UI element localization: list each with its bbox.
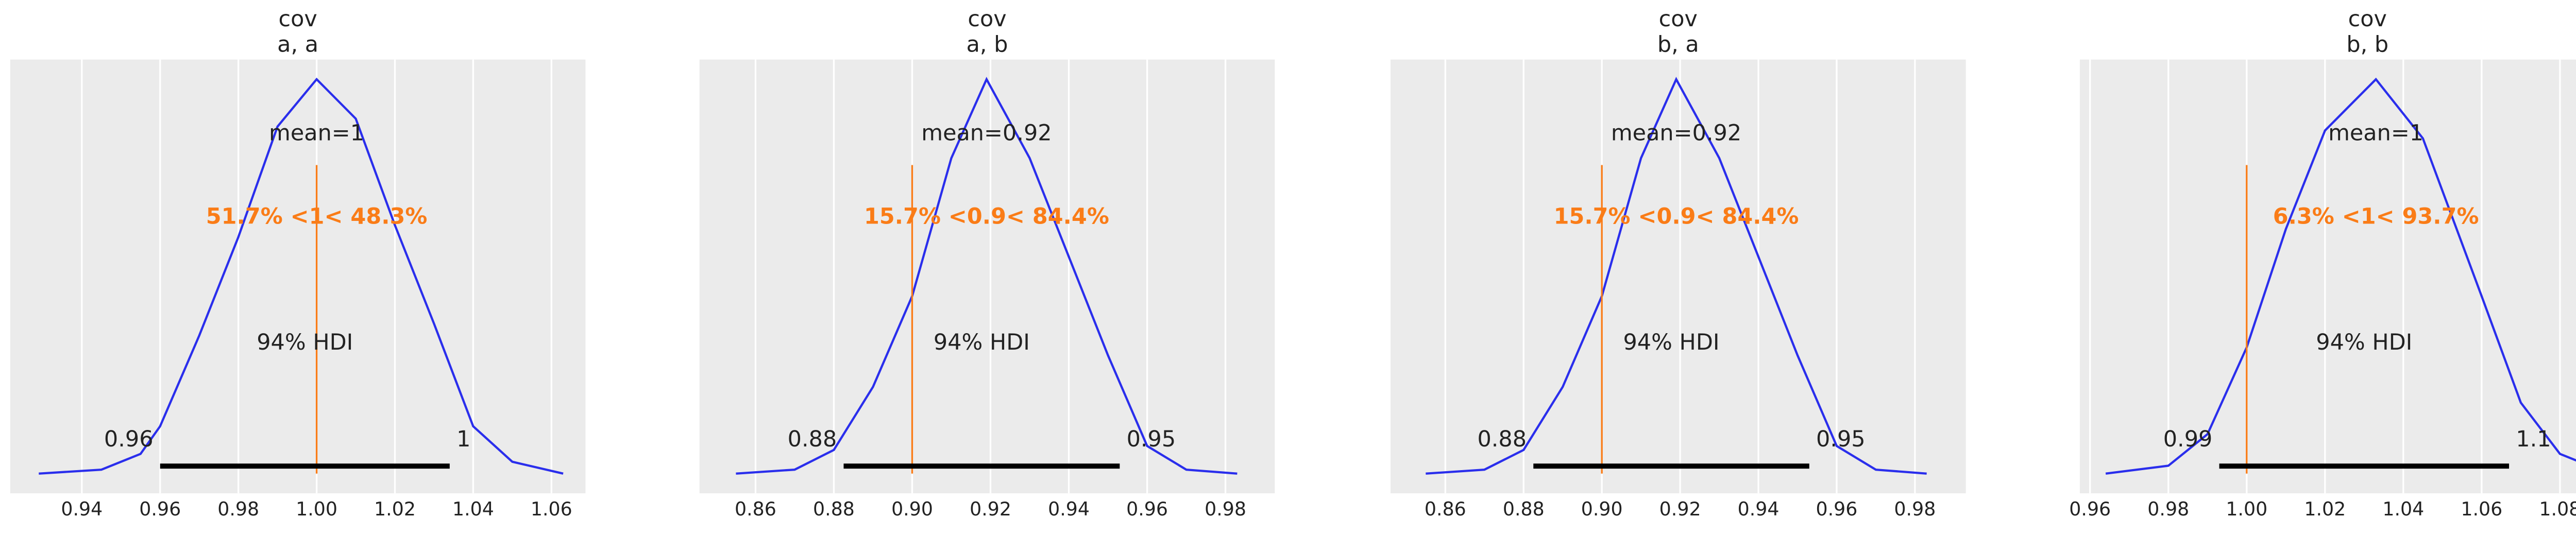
density-line (736, 77, 1238, 475)
x-tick-label: 0.96 (139, 498, 181, 520)
x-tick-label: 0.86 (735, 498, 776, 520)
x-tick-label: 0.90 (891, 498, 933, 520)
chart-title: cov (278, 6, 317, 32)
x-tick-label: 0.96 (2069, 498, 2111, 520)
density-line (1426, 77, 1927, 475)
x-tick-label: 0.88 (813, 498, 855, 520)
hdi-label: 94% HDI (934, 330, 1030, 355)
reference-label: 15.7% <0.9< 84.4% (864, 203, 1109, 229)
hdi-upper-label: 1 (456, 426, 470, 452)
hdi-lower-label: 0.96 (104, 426, 154, 452)
x-tick-label: 0.98 (2147, 498, 2189, 520)
x-tick-label: 0.94 (61, 498, 103, 520)
plot-area (1391, 59, 1966, 494)
reference-label: 6.3% <1< 93.7% (2273, 203, 2479, 229)
reference-label: 51.7% <1< 48.3% (206, 203, 428, 229)
x-tick-label: 0.90 (1581, 498, 1623, 520)
chart-subtitle: a, a (277, 32, 318, 58)
x-tick-label: 0.88 (1503, 498, 1545, 520)
x-tick-label: 1.04 (2382, 498, 2424, 520)
chart-subtitle: b, a (1657, 32, 1699, 58)
chart-subtitle: a, b (967, 32, 1008, 58)
x-tick-label: 0.98 (1205, 498, 1246, 520)
density-line (2105, 77, 2576, 475)
x-tick-label: 1.06 (531, 498, 572, 520)
chart-title: cov (2348, 6, 2387, 32)
hdi-label: 94% HDI (1623, 330, 1719, 355)
hdi-label: 94% HDI (257, 330, 353, 355)
hdi-lower-label: 0.99 (2163, 426, 2213, 452)
x-tick-label: 1.08 (2539, 498, 2576, 520)
x-tick-label: 0.92 (1659, 498, 1701, 520)
mean-label: mean=0.92 (921, 120, 1052, 146)
hdi-upper-label: 0.95 (1127, 426, 1176, 452)
x-tick-label: 0.94 (1738, 498, 1780, 520)
hdi-upper-label: 1.1 (2516, 426, 2551, 452)
hdi-upper-label: 0.95 (1816, 426, 1866, 452)
hdi-lower-label: 0.88 (788, 426, 837, 452)
x-tick-label: 0.96 (1816, 498, 1858, 520)
mean-label: mean=1 (269, 120, 364, 146)
chart-title: cov (1659, 6, 1698, 32)
x-tick-label: 0.98 (1894, 498, 1936, 520)
x-tick-label: 1.02 (2304, 498, 2346, 520)
x-tick-label: 0.92 (970, 498, 1011, 520)
x-tick-label: 0.86 (1425, 498, 1466, 520)
plot-area (699, 59, 1275, 494)
density-line (39, 77, 564, 475)
x-tick-label: 0.96 (1126, 498, 1168, 520)
hdi-lower-label: 0.88 (1477, 426, 1527, 452)
chart-title: cov (968, 6, 1006, 32)
mean-label: mean=1 (2328, 120, 2424, 146)
reference-label: 15.7% <0.9< 84.4% (1554, 203, 1799, 229)
x-tick-label: 0.94 (1048, 498, 1090, 520)
x-tick-label: 1.02 (374, 498, 416, 520)
x-tick-label: 1.04 (452, 498, 494, 520)
plot-area (10, 59, 586, 494)
hdi-label: 94% HDI (2316, 330, 2412, 355)
mean-label: mean=0.92 (1611, 120, 1741, 146)
x-tick-label: 1.06 (2461, 498, 2502, 520)
plot-area (2079, 59, 2576, 494)
x-tick-label: 1.00 (2226, 498, 2267, 520)
x-tick-label: 1.00 (296, 498, 337, 520)
chart-subtitle: b, b (2346, 32, 2388, 58)
x-tick-label: 0.98 (217, 498, 259, 520)
